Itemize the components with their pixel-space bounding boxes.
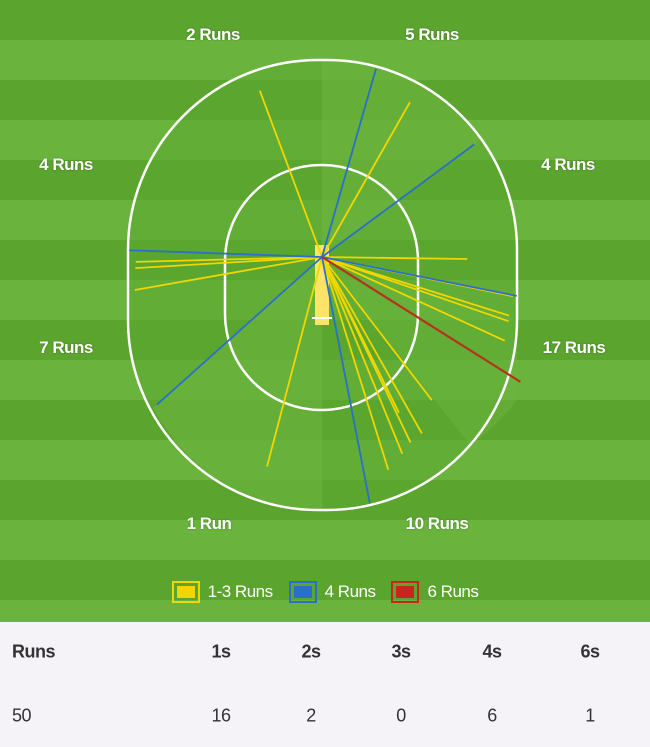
shot-line-1-3-runs — [321, 256, 404, 455]
value-3s: 0 — [396, 705, 406, 726]
boundary-line — [126, 58, 519, 512]
value-6s: 1 — [585, 705, 595, 726]
shot-line-6-runs — [321, 256, 521, 383]
shot-line-1-3-runs — [321, 256, 506, 342]
shot-line-1-3-runs — [266, 256, 323, 467]
shot-line-1-3-runs — [321, 256, 390, 470]
shot-line-4-runs — [156, 256, 323, 406]
value-1s: 16 — [211, 705, 231, 726]
header-2s: 2s — [301, 641, 321, 662]
value-runs: 50 — [12, 705, 32, 726]
zone-label: 17 Runs — [542, 338, 606, 357]
legend: 1-3 Runs 4 Runs 6 Runs — [0, 574, 650, 610]
zone-label: 4 Runs — [541, 155, 595, 174]
legend-swatch-blue — [288, 581, 317, 603]
shot-line-4-runs — [321, 256, 371, 504]
shot-line-1-3-runs — [134, 256, 323, 291]
field-stripe — [0, 520, 650, 560]
header-6s: 6s — [580, 641, 600, 662]
header-1s: 1s — [211, 641, 231, 662]
legend-label: 4 Runs — [324, 582, 376, 601]
shot-line-1-3-runs — [258, 90, 323, 258]
zone-label: 5 Runs — [405, 25, 459, 44]
runs-summary-table: Runs 1s 2s 3s 4s 6s 50 16 2 0 6 1 — [0, 622, 650, 747]
shot-line-1-3-runs — [321, 256, 433, 401]
legend-item-1-3-runs: 1-3 Runs — [171, 581, 273, 603]
legend-label: 6 Runs — [427, 582, 479, 601]
field-stripe — [0, 560, 650, 600]
header-3s: 3s — [391, 641, 411, 662]
shot-line-4-runs — [321, 68, 377, 258]
zone-label: 4 Runs — [39, 155, 93, 174]
value-2s: 2 — [306, 705, 316, 726]
value-4s: 6 — [487, 705, 497, 726]
legend-swatch-yellow — [171, 581, 200, 603]
legend-item-4-runs: 4 Runs — [288, 581, 376, 603]
shot-line-4-runs — [129, 249, 323, 258]
shot-line-1-3-runs — [321, 101, 411, 258]
shot-line-1-3-runs — [321, 256, 468, 260]
shot-line-4-runs — [321, 256, 517, 297]
zone-label: 2 Runs — [186, 25, 240, 44]
zone-label: 7 Runs — [39, 338, 93, 357]
header-4s: 4s — [482, 641, 502, 662]
shot-line-1-3-runs — [135, 256, 323, 263]
legend-label: 1-3 Runs — [207, 582, 273, 601]
field-stripe — [0, 0, 650, 40]
shot-line-1-3-runs — [321, 256, 400, 414]
legend-swatch-red — [391, 581, 420, 603]
header-runs: Runs — [12, 641, 56, 662]
shot-line-4-runs — [321, 143, 475, 258]
field-sector-light — [322, 59, 480, 258]
zone-label: 10 Runs — [405, 514, 469, 533]
field-sector-light — [322, 257, 517, 445]
zone-label: 1 Run — [186, 514, 232, 533]
shot-line-1-3-runs — [135, 256, 323, 269]
wagon-wheel-field — [0, 0, 650, 622]
shot-line-1-3-runs — [321, 256, 423, 434]
field-stripe — [0, 600, 650, 622]
legend-item-6-runs: 6 Runs — [391, 581, 479, 603]
shot-line-1-3-runs — [321, 256, 510, 317]
shot-line-1-3-runs — [321, 256, 509, 323]
field-sector-light — [153, 257, 322, 511]
